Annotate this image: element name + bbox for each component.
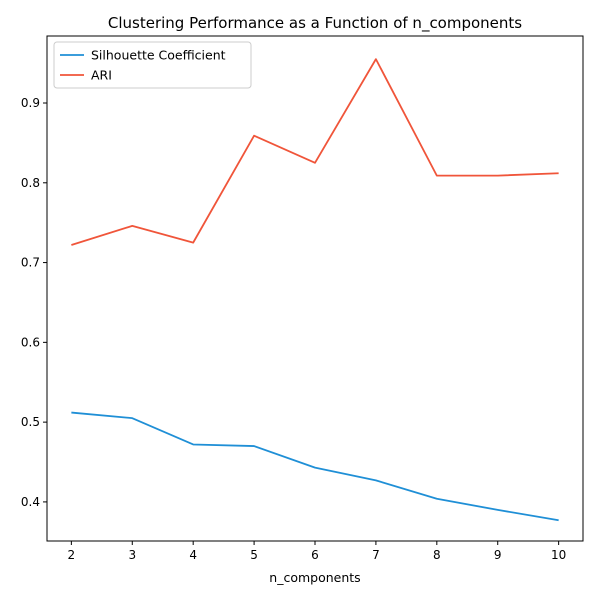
x-tick-label: 7 bbox=[372, 548, 380, 562]
y-tick-label: 0.8 bbox=[21, 176, 40, 190]
y-tick-label: 0.5 bbox=[21, 415, 40, 429]
x-tick-label: 9 bbox=[494, 548, 502, 562]
plot-frame bbox=[46, 35, 584, 542]
x-tick-label: 2 bbox=[68, 548, 76, 562]
legend: Silhouette Coefficient ARI bbox=[53, 41, 252, 89]
legend-box bbox=[53, 41, 252, 89]
chart-title: Clustering Performance as a Function of … bbox=[108, 14, 522, 33]
plot-area bbox=[71, 58, 559, 522]
y-tick-label: 0.6 bbox=[21, 335, 40, 349]
x-tick-label: 8 bbox=[433, 548, 441, 562]
series-line-0 bbox=[71, 411, 559, 522]
legend-label-1: ARI bbox=[91, 68, 112, 83]
x-tick-label: 4 bbox=[189, 548, 197, 562]
series-line-1 bbox=[71, 58, 559, 246]
y-tick-label: 0.4 bbox=[21, 495, 40, 509]
x-axis: 2 3 4 5 6 7 8 9 10 bbox=[68, 541, 566, 562]
legend-label-0: Silhouette Coefficient bbox=[91, 48, 226, 63]
x-axis-label: n_components bbox=[269, 570, 360, 585]
x-tick-label: 5 bbox=[250, 548, 258, 562]
y-axis: 0.4 0.5 0.6 0.7 0.8 0.9 bbox=[21, 96, 47, 509]
x-tick-label: 10 bbox=[551, 548, 566, 562]
x-tick-label: 6 bbox=[311, 548, 319, 562]
x-tick-label: 3 bbox=[128, 548, 136, 562]
y-tick-label: 0.9 bbox=[21, 96, 40, 110]
y-tick-label: 0.7 bbox=[21, 256, 40, 270]
